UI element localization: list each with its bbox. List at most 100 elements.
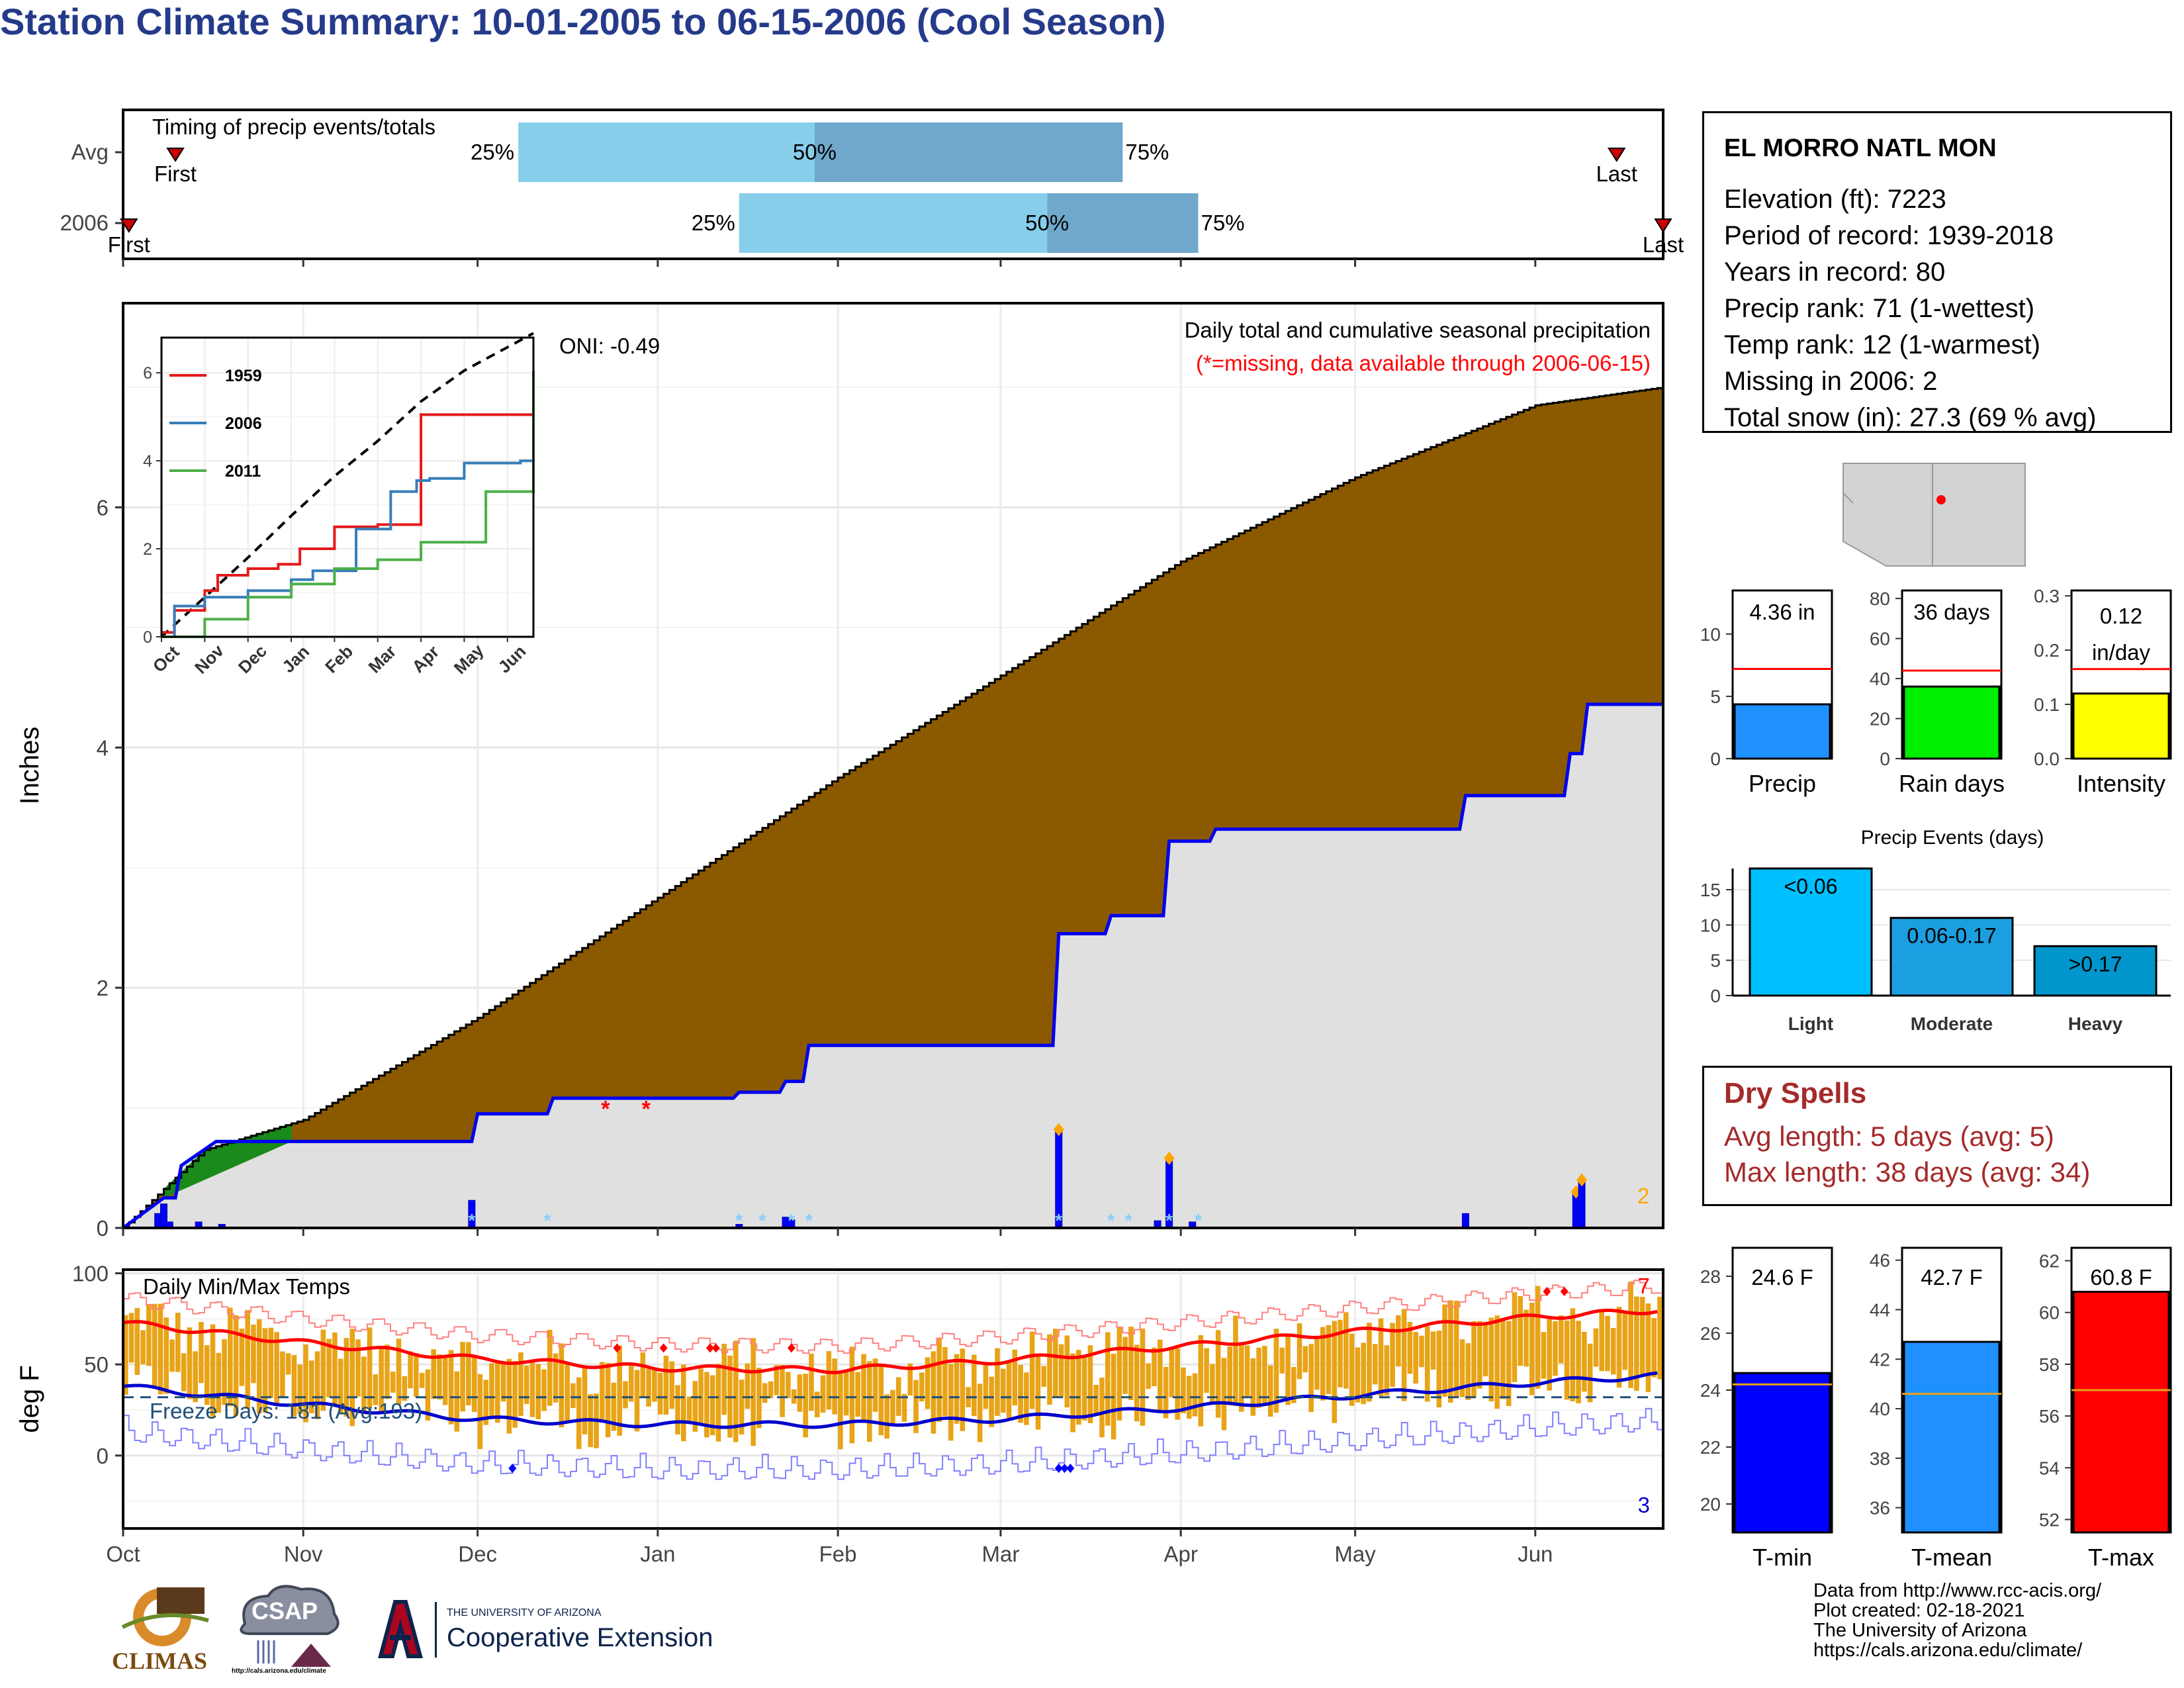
daily-temp-bar bbox=[140, 1330, 146, 1365]
daily-temp-bar bbox=[547, 1329, 553, 1406]
daily-temp-bar bbox=[553, 1353, 559, 1403]
daily-temp-bar bbox=[1070, 1353, 1075, 1432]
daily-temp-bar bbox=[274, 1332, 279, 1404]
snow-marker: * bbox=[1055, 1210, 1062, 1231]
daily-temp-bar bbox=[1076, 1350, 1081, 1425]
daily-temp-bar bbox=[657, 1372, 663, 1415]
daily-temp-bar bbox=[1285, 1333, 1291, 1405]
daily-temp-bar bbox=[1419, 1335, 1424, 1368]
daily-temp-bar bbox=[326, 1338, 332, 1397]
last-event-marker bbox=[1607, 148, 1626, 162]
daily-temp-bar bbox=[919, 1372, 925, 1402]
station-location-marker bbox=[1936, 495, 1946, 504]
daily-temp-bar bbox=[1430, 1331, 1436, 1370]
daily-temp-bar bbox=[942, 1346, 948, 1417]
daily-temp-bar bbox=[1297, 1323, 1302, 1380]
record-high-line bbox=[123, 1280, 1663, 1354]
daily-temp-bar bbox=[1152, 1347, 1157, 1387]
month-axis-label: Nov bbox=[284, 1542, 323, 1566]
precip-ytick-label: 10 bbox=[1700, 624, 1721, 645]
daily-temp-bar bbox=[466, 1342, 471, 1406]
daily-temp-bar bbox=[1372, 1344, 1378, 1385]
daily-temp-bar bbox=[826, 1351, 832, 1410]
daily-temp-bar bbox=[1186, 1376, 1192, 1419]
precip-record-count: 2 bbox=[1637, 1184, 1649, 1208]
daily-temp-bar bbox=[1052, 1329, 1058, 1397]
daily-temp-bar bbox=[1105, 1332, 1111, 1426]
inset-series-line bbox=[161, 370, 535, 638]
daily-temp-bar bbox=[576, 1377, 582, 1449]
daily-temp-bar bbox=[739, 1380, 745, 1435]
daily-temp-bar bbox=[1175, 1348, 1180, 1420]
record-high-marker bbox=[613, 1343, 621, 1353]
daily-temp-bar bbox=[1396, 1315, 1401, 1367]
daily-temp-bar bbox=[332, 1332, 338, 1406]
daily-temp-bar bbox=[1424, 1326, 1430, 1402]
daily-temp-bar bbox=[483, 1380, 489, 1425]
precip-ytick-label: 0 bbox=[97, 1216, 109, 1241]
tmax-ytick-label: 54 bbox=[2039, 1458, 2060, 1478]
climas-logo: CLIMAS bbox=[109, 1581, 215, 1674]
csap-url: http://cals.arizona.edu/climate bbox=[232, 1667, 326, 1675]
daily-temp-bar bbox=[1291, 1367, 1297, 1403]
daily-temp-bar bbox=[936, 1338, 942, 1422]
daily-temp-bar bbox=[820, 1375, 826, 1413]
daily-temp-bar bbox=[1314, 1336, 1320, 1390]
daily-temp-bar bbox=[1320, 1327, 1326, 1401]
intensity-value-label: 0.12 bbox=[2100, 604, 2142, 628]
tmin-ytick-label: 20 bbox=[1700, 1494, 1721, 1515]
month-axis-label: Mar bbox=[982, 1542, 1020, 1566]
page-title: Station Climate Summary: 10-01-2005 to 0… bbox=[0, 1, 1166, 42]
daily-temp-bar bbox=[849, 1346, 855, 1444]
oni-label: ONI: -0.49 bbox=[559, 334, 660, 358]
ua-divider bbox=[435, 1602, 437, 1658]
daily-temp-bar bbox=[518, 1352, 523, 1416]
daily-temp-bar bbox=[582, 1368, 588, 1434]
daily-temp-bar bbox=[1012, 1349, 1018, 1406]
daily-temp-bar bbox=[349, 1329, 355, 1427]
daily-temp-bar bbox=[251, 1324, 256, 1383]
timing-bar-50-75 bbox=[814, 122, 1123, 182]
precip-value-label: 4.36 in bbox=[1749, 600, 1815, 624]
daily-temp-bar bbox=[1529, 1302, 1535, 1395]
tmin-ytick-label: 28 bbox=[1700, 1266, 1721, 1287]
timing-panel-label: Timing of precip events/totals bbox=[152, 115, 435, 139]
daily-temp-bar bbox=[1198, 1335, 1204, 1427]
daily-temp-bar bbox=[972, 1354, 977, 1417]
tmax-category-label: T-max bbox=[2088, 1544, 2154, 1571]
daily-temp-bar bbox=[751, 1338, 756, 1446]
daily-temp-bar bbox=[1204, 1348, 1209, 1393]
timing-bar-25-50 bbox=[518, 122, 815, 182]
daily-temp-bar bbox=[925, 1357, 931, 1409]
daily-temp-bar bbox=[1081, 1356, 1087, 1421]
climas-text: CLIMAS bbox=[112, 1648, 208, 1674]
daily-temp-bar bbox=[669, 1361, 675, 1409]
daily-temp-bar bbox=[1233, 1315, 1238, 1406]
daily-temp-bar bbox=[686, 1396, 692, 1424]
daily-temp-bar bbox=[1541, 1332, 1547, 1379]
tmin-bar bbox=[1733, 1372, 1831, 1534]
locator-map bbox=[1839, 460, 2030, 567]
inset-ytick-label: 2 bbox=[143, 540, 152, 559]
daily-temp-bar bbox=[314, 1351, 320, 1419]
precip-panel-frame bbox=[122, 302, 1664, 1229]
daily-temp-bar bbox=[1512, 1292, 1518, 1382]
daily-temp-bar bbox=[1140, 1328, 1146, 1426]
daily-temp-bar bbox=[1477, 1321, 1482, 1389]
daily-temp-bar bbox=[1338, 1319, 1343, 1387]
daily-temp-bar bbox=[890, 1389, 895, 1425]
daily-temp-bar bbox=[193, 1351, 198, 1403]
intensity-ytick-label: 0.1 bbox=[2034, 694, 2060, 715]
timing-bar-50-75 bbox=[1047, 193, 1199, 253]
daily-temp-bar bbox=[832, 1358, 837, 1415]
daily-temp-bar bbox=[1401, 1309, 1407, 1401]
inset-series-line bbox=[161, 445, 535, 638]
daily-temp-bar bbox=[762, 1383, 768, 1403]
record-high-marker bbox=[659, 1343, 668, 1353]
daily-temp-bar bbox=[442, 1357, 448, 1405]
record-high-count: 7 bbox=[1638, 1274, 1650, 1298]
timing-pct-label: 75% bbox=[1125, 140, 1169, 164]
daily-temp-bar bbox=[1000, 1368, 1006, 1413]
daily-temp-bar bbox=[774, 1365, 780, 1395]
daily-temp-bar bbox=[1634, 1296, 1639, 1391]
